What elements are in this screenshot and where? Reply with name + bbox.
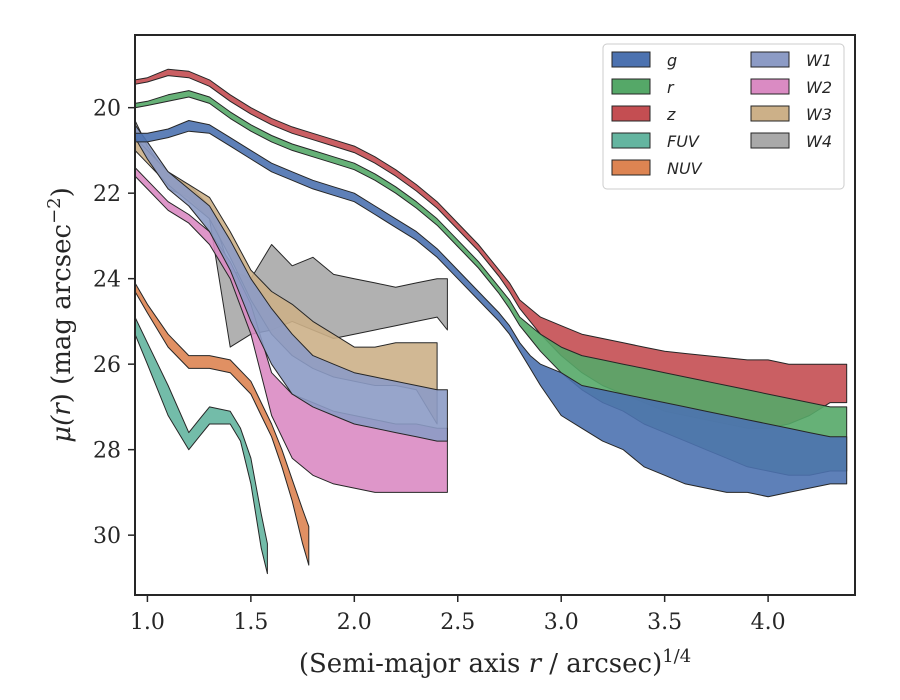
band-fuv [134,316,268,575]
legend-swatch-r [611,78,651,95]
x-tick-label: 3.0 [544,610,579,635]
x-tick-label: 3.5 [647,610,682,635]
legend-label-r: r [667,78,675,97]
band-w1 [134,124,448,442]
legend-swatch-w4 [750,132,790,149]
y-tick-label: 26 [93,353,121,378]
profile-bands [134,68,848,575]
legend-swatch-z [611,105,651,122]
y-tick-label: 28 [93,439,121,464]
legend-label-g: g [667,51,677,70]
y-tick-label: 20 [93,97,121,122]
x-tick-label: 1.0 [130,610,165,635]
y-tick-label: 22 [93,182,121,207]
legend-swatch-w1 [750,51,790,68]
legend-label-w1: W1 [806,51,832,70]
legend-swatch-fuv [611,132,651,149]
x-axis-ticks: 1.0 1.5 2.0 2.5 3.0 3.5 4.0 [130,595,786,635]
x-tick-label: 4.0 [751,610,786,635]
legend-label-w4: W4 [806,132,832,151]
x-tick-label: 2.0 [337,610,372,635]
band-z [134,68,848,429]
x-tick-label: 1.5 [233,610,268,635]
band-nuv [134,282,310,566]
plot-frame [134,34,856,596]
y-tick-label: 30 [93,524,121,549]
y-tick-label: 24 [93,268,121,293]
x-tick-label: 2.5 [440,610,475,635]
y-axis-ticks: 20 22 24 26 28 30 [93,97,135,549]
x-axis-label: (Semi-major axis r / arcsec)1/4 [299,646,691,680]
legend-label-nuv: NUV [667,159,703,178]
y-axis-label: μ(r) (mag arcsec−2) [44,187,78,443]
legend-label-z: z [666,105,676,124]
legend: grz FUV NUV W1 W2 W3 W4 [602,43,845,190]
legend-swatch-w3 [750,105,790,122]
legend-swatch-w2 [750,78,790,95]
legend-label-w2: W2 [806,78,832,97]
legend-swatch-g [611,51,651,68]
legend-label-fuv: FUV [667,132,700,151]
legend-swatch-nuv [611,159,651,176]
legend-label-w3: W3 [806,105,832,124]
band-g [134,120,848,498]
